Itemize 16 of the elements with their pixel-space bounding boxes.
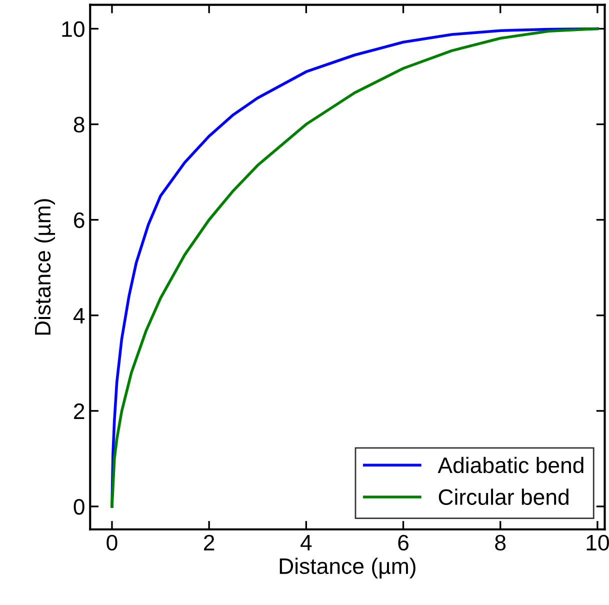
y-axis-title: Distance (µm): [34, 199, 55, 335]
y-tick-label: 4: [73, 308, 85, 324]
y-tick-label: 0: [74, 498, 84, 515]
x-tick-label: 6: [398, 534, 408, 551]
y-tick-label: 8: [74, 116, 84, 133]
x-tick-label: 4: [300, 535, 312, 550]
y-tick-label: 6: [74, 212, 84, 228]
x-tick-label: 8: [495, 534, 506, 551]
x-tick-label: 2: [204, 534, 214, 550]
legend-label: Circular bend: [438, 488, 568, 505]
x-tick-label: 0: [106, 534, 118, 551]
y-tick-label: 2: [74, 403, 84, 419]
x-axis-title: Distance (µm): [280, 558, 416, 578]
y-tick-label: 10: [62, 21, 84, 37]
legend-label: Adiabatic bend: [438, 456, 584, 474]
x-tick-label: 10: [586, 534, 609, 551]
